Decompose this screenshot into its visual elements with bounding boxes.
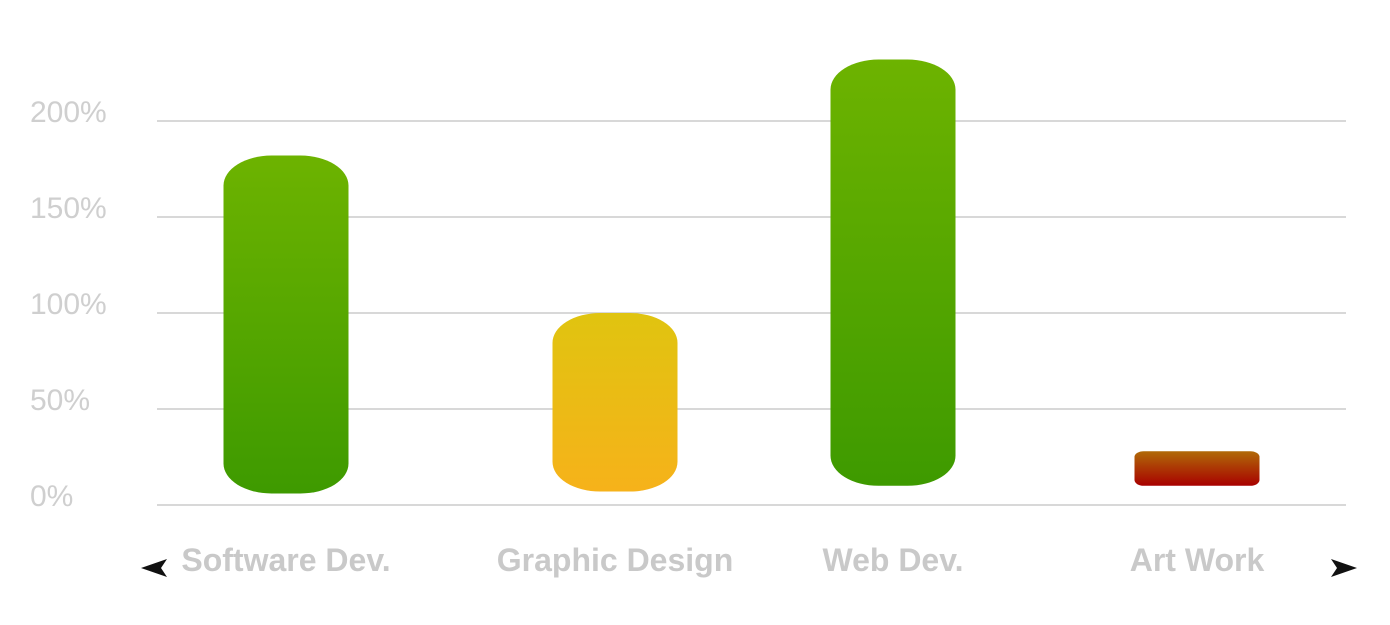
bar-art-work — [1134, 451, 1260, 486]
bar-graphic-design — [552, 313, 678, 492]
bar-web-dev — [830, 59, 956, 486]
y-tick-label: 100% — [30, 288, 107, 321]
y-axis-ticks: 0% 50% 100% 150% 200% — [30, 96, 107, 513]
left-arrow-icon[interactable] — [141, 559, 167, 577]
right-arrow-icon[interactable] — [1331, 559, 1357, 577]
x-axis-labels: Software Dev. Graphic Design Web Dev. Art W… — [181, 542, 1264, 578]
y-tick-label: 200% — [30, 96, 107, 129]
x-axis-label: Software Dev. — [181, 542, 390, 578]
y-tick-label: 50% — [30, 384, 90, 417]
y-tick-label: 0% — [30, 480, 73, 513]
grid-lines — [157, 120, 1346, 506]
x-axis-label: Web Dev. — [822, 542, 963, 578]
bars — [223, 59, 1260, 494]
bar-software-dev — [223, 155, 349, 494]
x-axis-label: Graphic Design — [497, 542, 734, 578]
x-axis-label: Art Work — [1130, 542, 1265, 578]
y-tick-label: 150% — [30, 192, 107, 225]
